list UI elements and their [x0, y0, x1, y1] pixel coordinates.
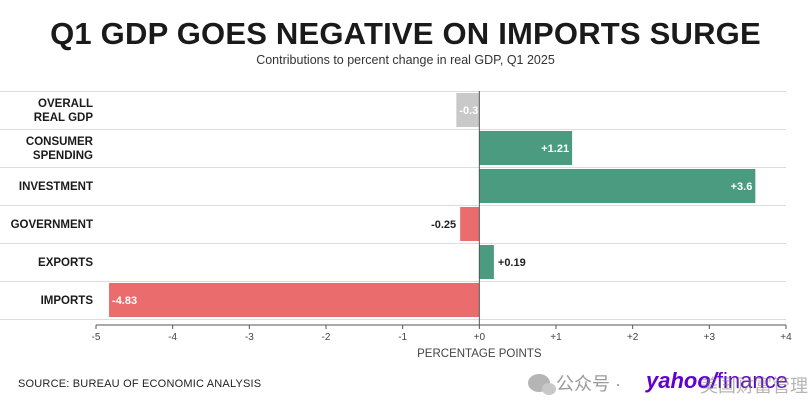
x-tick-label: -1 [398, 332, 407, 343]
x-tick-label: +0 [474, 332, 486, 343]
chart-subtitle: Contributions to percent change in real … [256, 53, 555, 67]
x-axis-title: PERCENTAGE POINTS [417, 348, 542, 360]
brand-yahoo: yahoo/ [646, 368, 717, 393]
data-label: +3.6 [731, 181, 753, 193]
x-tick-label: +3 [704, 332, 716, 343]
x-tick-label: +4 [780, 332, 792, 343]
category-label: IMPORTS [41, 295, 94, 307]
brand-overlay: 美国财富管理 [700, 376, 808, 396]
x-tick-label: -5 [92, 332, 101, 343]
chart-title: Q1 GDP GOES NEGATIVE ON IMPORTS SURGE [50, 16, 761, 51]
watermark-channel: 公众号 · [556, 374, 621, 394]
category-label: EXPORTS [38, 257, 93, 269]
category-label: OVERALL [38, 98, 93, 110]
bar [479, 169, 756, 203]
bar [479, 131, 573, 165]
wechat-watermark: 公众号 · [528, 370, 621, 396]
category-label: REAL GDP [34, 112, 94, 124]
data-label: -0.25 [431, 219, 456, 231]
data-label: -4.83 [112, 295, 137, 307]
yahoo-finance-logo: yahoo/finance [646, 368, 788, 394]
bar [456, 93, 480, 127]
bar [479, 245, 494, 279]
data-label: -0.3 [459, 105, 478, 117]
x-tick-label: +1 [550, 332, 562, 343]
category-label: CONSUMER [26, 136, 94, 148]
wechat-icon [528, 374, 556, 395]
x-tick-label: -3 [245, 332, 254, 343]
bar [109, 283, 480, 317]
brand-finance: finance [716, 368, 788, 393]
x-tick-label: -4 [168, 332, 177, 343]
category-label: INVESTMENT [19, 181, 93, 193]
bar [460, 207, 480, 241]
x-tick-label: +2 [627, 332, 639, 343]
data-label: +1.21 [541, 143, 569, 155]
source-note: SOURCE: BUREAU OF ECONOMIC ANALYSIS [18, 378, 262, 390]
category-label: SPENDING [33, 150, 93, 162]
data-label: +0.19 [498, 257, 526, 269]
x-tick-label: -2 [322, 332, 331, 343]
category-label: GOVERNMENT [11, 219, 93, 231]
